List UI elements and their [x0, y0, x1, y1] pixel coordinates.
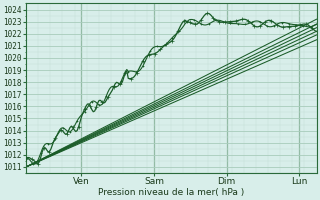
X-axis label: Pression niveau de la mer( hPa ): Pression niveau de la mer( hPa ) — [98, 188, 244, 197]
